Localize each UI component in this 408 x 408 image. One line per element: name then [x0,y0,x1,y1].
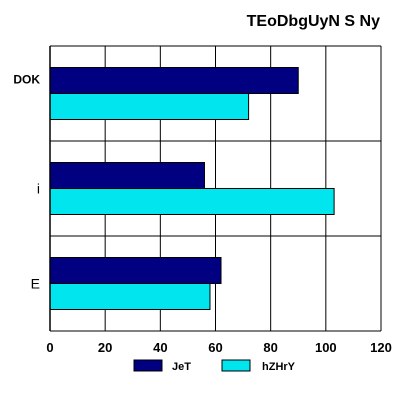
legend-swatch-JeT [133,359,163,372]
category-label: E [31,276,40,292]
x-tick-label: 100 [315,340,337,355]
x-tick-label: 20 [98,340,112,355]
legend-swatch-hZHrY [221,359,251,372]
category-labels: DOK i E [13,73,40,292]
x-tick-label: 40 [153,340,167,355]
bar-hZHrY-E [49,283,211,310]
category-label: i [37,181,40,197]
legend-label-JeT: JeT [172,361,191,373]
chart-title: TEoDbgUyN S Ny [247,13,380,30]
bars [49,67,335,310]
x-tick-label: 0 [46,340,53,355]
bar-JeT-DOK [49,67,299,94]
category-label: DOK [13,73,40,87]
bar-JeT-E [49,257,222,284]
x-tick-labels: 0 20 40 60 80 100 120 [46,340,391,355]
bar-hZHrY-DOK [49,93,250,120]
legend-label-hZHrY: hZHrY [262,361,296,373]
bar-hZHrY-i [49,188,335,215]
legend: JeT hZHrY [133,359,296,373]
bar-JeT-i [49,162,205,189]
x-tick-label: 60 [208,340,222,355]
x-tick-label: 120 [370,340,392,355]
x-tick-label: 80 [263,340,277,355]
